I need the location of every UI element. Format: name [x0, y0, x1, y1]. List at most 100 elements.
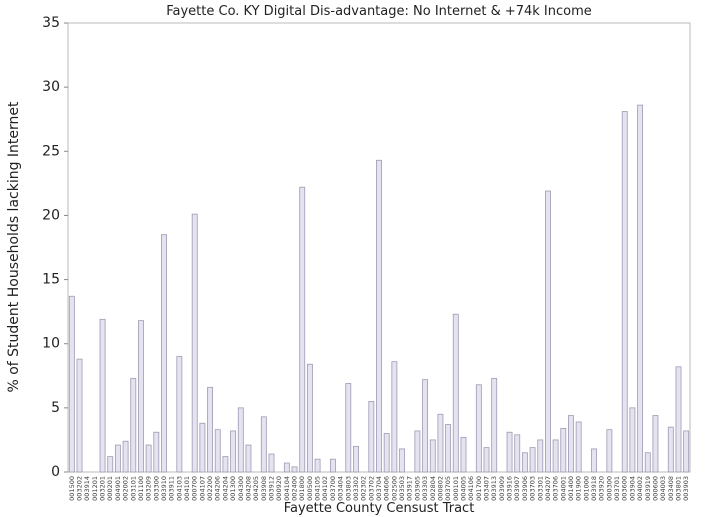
bar	[621, 111, 628, 473]
y-tick-label: 5	[51, 400, 60, 416]
x-tick-label: 002200	[206, 476, 214, 501]
bar	[644, 452, 651, 473]
x-tick-label: 003705	[444, 476, 452, 501]
bar	[214, 429, 221, 473]
x-tick-label: 001100	[137, 476, 145, 501]
x-tick-label: 000201	[106, 476, 114, 501]
x-tick-label: 000700	[191, 476, 199, 501]
x-tick-label: 004206	[214, 476, 222, 501]
y-tick-label: 0	[51, 464, 60, 480]
x-tick-label: 003302	[352, 476, 360, 501]
x-axis-label: Fayette County Censust Tract	[284, 501, 475, 516]
x-tick-label: 003408	[667, 476, 675, 501]
bar	[376, 159, 382, 473]
bar	[230, 430, 237, 473]
bar	[283, 462, 290, 473]
bar	[429, 439, 436, 473]
bar	[545, 190, 551, 473]
y-tick-label: 15	[42, 272, 60, 288]
x-tick-label: 003917	[406, 476, 414, 501]
bar	[176, 356, 183, 473]
x-tick-label: 003920	[598, 476, 606, 501]
x-tick-label: 003912	[267, 476, 275, 501]
x-tick-label: 001500	[68, 476, 76, 501]
x-tick-label: 003913	[490, 476, 498, 501]
bar	[207, 386, 213, 473]
x-tick-label: 003202	[76, 476, 84, 501]
bar	[329, 458, 336, 473]
bar	[130, 377, 137, 473]
x-tick-label: 003209	[145, 476, 153, 501]
x-tick-label: 003909	[498, 476, 506, 501]
x-tick-label: 001400	[567, 476, 575, 501]
bar	[122, 440, 129, 473]
x-tick-label: 003703	[529, 476, 537, 501]
x-tick-label: 001900	[575, 476, 583, 501]
x-tick-label: 003908	[260, 476, 268, 501]
bar	[629, 407, 636, 473]
x-tick-label: 003903	[682, 476, 690, 501]
x-tick-label: 000101	[452, 476, 460, 501]
x-tick-label: 002002	[122, 476, 130, 501]
bar	[99, 318, 106, 473]
x-tick-label: 001000	[582, 476, 590, 501]
x-tick-label: 003918	[590, 476, 598, 501]
x-tick-label: 000300	[605, 476, 613, 501]
x-tick-label: 003407	[483, 476, 491, 501]
bar	[445, 424, 452, 473]
x-tick-label: 004002	[636, 476, 644, 501]
x-tick-label: 003801	[674, 476, 682, 501]
x-tick-label: 003101	[129, 476, 137, 501]
x-tick-label: 003503	[398, 476, 406, 501]
bar	[237, 407, 244, 473]
x-tick-label: 003300	[152, 476, 160, 501]
bar	[683, 430, 690, 473]
x-tick-label: 004104	[283, 476, 291, 501]
x-tick-label: 004300	[237, 476, 245, 501]
bar	[114, 444, 121, 473]
x-tick-label: 003919	[644, 476, 652, 501]
bar	[452, 313, 459, 473]
x-tick-label: 004106	[467, 476, 475, 501]
x-tick-label: 004005	[459, 476, 467, 501]
x-tick-label: 003904	[628, 476, 636, 501]
x-tick-label: 002302	[360, 476, 368, 501]
bar	[383, 433, 390, 473]
bar	[422, 379, 429, 473]
x-tick-label: 002804	[429, 476, 437, 501]
bar	[268, 453, 275, 473]
bar	[68, 295, 75, 473]
bar	[460, 436, 467, 473]
x-tick-label: 003702	[367, 476, 375, 501]
x-tick-label: 002400	[291, 476, 299, 501]
bar	[506, 431, 513, 473]
bar	[437, 413, 444, 473]
bar	[637, 104, 644, 473]
x-tick-label: 004901	[114, 476, 122, 501]
bar	[575, 421, 582, 473]
x-tick-label: 003803	[344, 476, 352, 501]
x-tick-label: 000600	[651, 476, 659, 501]
bar	[222, 456, 229, 473]
x-tick-label: 004208	[244, 476, 252, 501]
y-tick-label: 20	[42, 207, 60, 223]
bar	[199, 422, 206, 473]
bar	[591, 448, 597, 473]
x-tick-label: 003303	[421, 476, 429, 501]
x-tick-label: 000802	[436, 476, 444, 501]
bar	[552, 439, 559, 473]
x-tick-label: 004606	[383, 476, 391, 501]
bar	[76, 358, 83, 473]
bar	[391, 361, 398, 473]
x-tick-label: 003301	[536, 476, 544, 501]
x-tick-label: 004105	[314, 476, 322, 501]
x-tick-label: 000920	[275, 476, 283, 501]
bar	[260, 416, 267, 473]
bar	[107, 456, 114, 473]
bar	[306, 363, 313, 473]
bar	[345, 383, 352, 473]
bar	[191, 213, 198, 473]
bar	[414, 430, 421, 473]
y-axis-label: % of Student Households lacking Internet	[6, 101, 22, 393]
